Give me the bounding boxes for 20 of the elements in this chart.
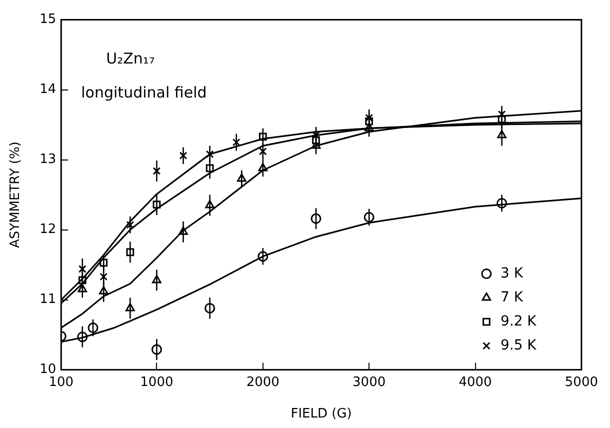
x-tick-label: 4000 — [458, 374, 492, 390]
y-tick-label: 15 — [40, 12, 56, 28]
annotation: longitudinal field — [81, 84, 207, 102]
y-tick-label: 12 — [40, 222, 56, 238]
x-tick-label: 3000 — [352, 374, 386, 390]
x-tick-label: 100 — [48, 374, 74, 390]
y-axis-title: ASYMMETRY (%) — [8, 142, 24, 248]
y-tick-label: 14 — [40, 82, 56, 98]
x-axis-title: FIELD (G) — [290, 406, 352, 422]
legend-label: 3 K — [500, 265, 524, 282]
y-tick-label: 13 — [40, 152, 56, 168]
legend-label: 9.2 K — [500, 313, 538, 330]
y-tick-label: 10 — [40, 362, 56, 378]
legend-label: 9.5 K — [500, 337, 538, 354]
x-tick-label: 1000 — [140, 374, 174, 390]
legend-label: 7 K — [500, 289, 524, 306]
y-tick-label: 11 — [40, 292, 56, 308]
x-tick-label: 2000 — [246, 374, 280, 390]
annotation: U₂Zn₁₇ — [106, 50, 155, 68]
x-tick-label: 5000 — [564, 374, 598, 390]
